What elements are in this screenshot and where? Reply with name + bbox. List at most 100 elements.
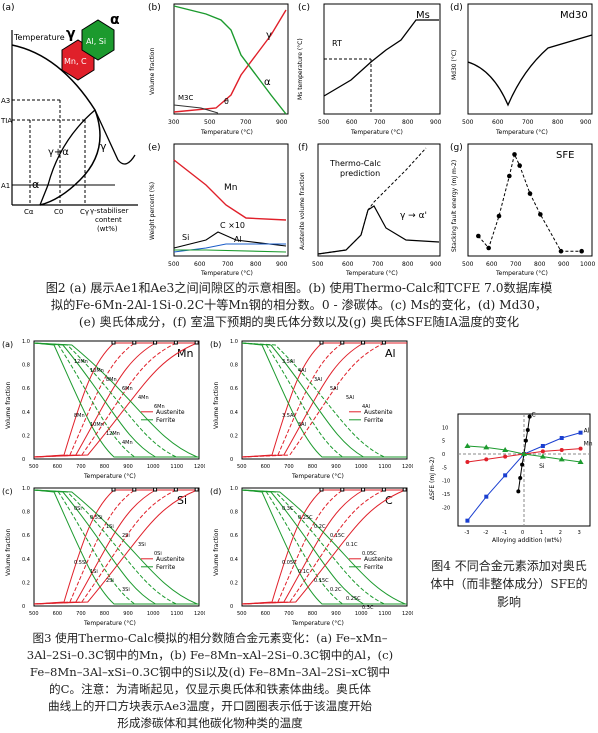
caption3-line2: 3Al–2Si–0.3C钢中的Mn，(b) Fe–8Mn–xAl–2Si–0.3…: [26, 648, 394, 662]
xlabel-line3: (wt%): [97, 225, 118, 233]
ae3-marker: [132, 340, 137, 345]
fig3-xtick: 700: [76, 611, 86, 617]
fig3-curve-label: 2Si: [122, 533, 130, 539]
fig4-xtick: -3: [464, 530, 469, 536]
panel-d-xtick: 900: [580, 119, 592, 126]
fig2-panel-g: (g) SFE Stacking fault energy (mJ m-2) 5…: [450, 143, 595, 277]
fig3-plot-frame: [33, 487, 200, 607]
hex-alpha-text: Al, Si: [86, 37, 106, 46]
gamma-alpha-label: γ+α: [48, 147, 69, 158]
panel-g-ylabel: Stacking fault energy (mJ m-2): [451, 160, 458, 252]
panel-b-xtick: 900: [276, 119, 288, 126]
sfe-point: [486, 245, 491, 251]
panel-d-xtick: 500: [462, 119, 474, 126]
fig4-xtick: 1: [540, 530, 543, 536]
fig3-panel-label: (b): [210, 340, 221, 349]
ae3-marker: [361, 487, 366, 492]
fig3-ylabel: Volume fraction: [5, 382, 12, 429]
panel-e-xlabel: Temperature (°C): [200, 270, 253, 277]
hex-gamma-symbol: γ: [66, 26, 76, 42]
fig4-series-label: Si: [539, 463, 545, 470]
panel-f-xtick: 900: [430, 261, 442, 268]
ae3-marker: [361, 340, 366, 345]
panel-e-xtick: 600: [194, 261, 206, 268]
fig3-xlabel: Temperature (°C): [291, 473, 344, 480]
austenite-curve: [33, 489, 199, 605]
fig3-panel-title: Mn: [177, 347, 193, 360]
austenite-curve: [241, 489, 407, 605]
fig3-ytick: 1.0: [22, 486, 30, 492]
fig3-xtick: 600: [261, 464, 271, 470]
fig3-xtick: 700: [76, 464, 86, 470]
ae3-marker: [381, 340, 386, 345]
panel-f-xtick: 700: [372, 261, 384, 268]
fig3-xtick: 700: [284, 464, 294, 470]
fig4-point: [483, 444, 490, 450]
panel-b-ylabel: Volume fraction: [149, 48, 156, 95]
fig3-xtick: 900: [123, 464, 133, 470]
fig4-point: [465, 460, 470, 464]
fig3-xtick: 800: [308, 611, 318, 617]
panel-f-pred2: prediction: [340, 169, 380, 178]
fig3-ytick: 0.4: [230, 557, 238, 563]
fig3-curve-label: 0.2C: [314, 524, 326, 530]
fig4-point: [464, 443, 471, 448]
panel-e-ylabel: Weight percent (%): [149, 182, 156, 240]
ferrite-curve: [33, 489, 199, 605]
austenite-curve: [241, 489, 407, 605]
caption3-line6: 形成渗碳体和其他碳化物种类的温度: [117, 716, 303, 730]
fig3-curve-label: 3Al: [298, 422, 306, 428]
fig4-point: [484, 494, 489, 499]
fig3-xtick: 700: [284, 611, 294, 617]
fig4-point: [484, 457, 489, 462]
panel-e-label: (e): [148, 143, 161, 153]
fig3-panel-label: (d): [210, 487, 221, 496]
austenite-curve: [33, 489, 199, 605]
fig3-plot-frame: [33, 340, 200, 460]
legend-ferrite: Ferrite: [156, 417, 176, 424]
ae3-marker: [111, 340, 116, 345]
fig3-ytick: 0: [22, 604, 25, 610]
hex-alpha-symbol: α: [110, 12, 120, 28]
fig3-xtick: 1000: [147, 464, 160, 470]
fig4-point: [577, 459, 584, 464]
fig3-ytick: 0.4: [22, 557, 30, 563]
fig3-xtick: 1100: [170, 611, 183, 617]
legend-austenite: Austenite: [156, 409, 185, 416]
panel-g-xtick: 600: [486, 261, 498, 268]
fig3-ytick: 0: [22, 457, 25, 463]
hex-gamma-text: Mn, C: [64, 57, 87, 66]
a3-tick: A3: [1, 97, 10, 105]
fig3-ytick: 0.2: [22, 580, 30, 586]
panel-f-label: (f): [298, 143, 308, 153]
ae3-marker: [173, 487, 178, 492]
fig3-curve-label: 6Mn: [154, 404, 165, 410]
ae3-marker: [340, 487, 345, 492]
ae3-marker: [194, 487, 199, 492]
fig4-point: [527, 414, 532, 419]
fig3-curve-label: 4Mn: [138, 395, 149, 401]
figure2-caption: 图2 (a) 展示Ae1和Ae3之间间隙区的示意相图。(b) 使用Thermo-…: [4, 280, 594, 331]
fig4-point: [521, 451, 527, 456]
austenite-curve: [33, 489, 199, 605]
fig3-ylabel: Volume fraction: [213, 529, 220, 576]
fig4-xtick: -1: [502, 530, 507, 536]
fig3-curve-label: 4Mn: [122, 440, 133, 446]
fig4-point: [578, 446, 583, 451]
sfe-point: [558, 248, 564, 254]
austenite-curve: [241, 342, 407, 458]
ae3-marker: [319, 487, 324, 492]
fig3-curve-label: 10Mn: [90, 422, 104, 428]
fig3-curve-label: 2Si: [106, 578, 114, 584]
fig3-plot-frame: [241, 487, 408, 607]
fig3-curve-label: 0.3C: [362, 605, 374, 611]
legend-ferrite: Ferrite: [364, 564, 384, 571]
fig3-xtick: 1200: [194, 611, 205, 617]
caption4-line3: 影响: [496, 595, 521, 609]
fig3-ytick: 0.8: [230, 510, 238, 516]
panel-d-xtick: 600: [492, 119, 504, 126]
ferrite-curve: [33, 342, 199, 458]
fig3-ytick: 1.0: [230, 339, 238, 345]
austenite-curve: [33, 342, 199, 458]
fig3-xlabel: Temperature (°C): [83, 620, 136, 627]
